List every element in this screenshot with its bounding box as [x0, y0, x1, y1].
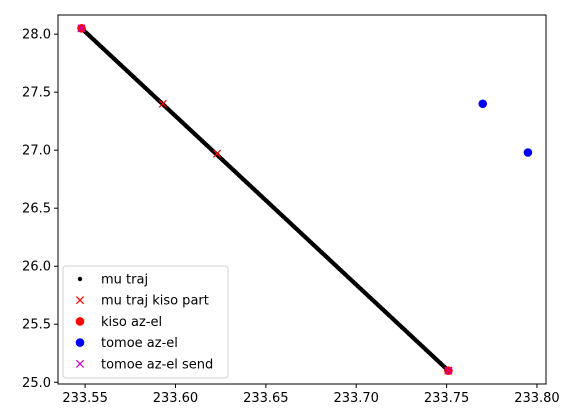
- legend-marker: [75, 359, 85, 368]
- legend-marker-stroke-b: [75, 359, 85, 368]
- y-tick-label: 28.0: [22, 28, 51, 43]
- y-tick-label: 27.5: [22, 86, 51, 101]
- data-point: [478, 99, 488, 109]
- legend-item: mu traj kiso part: [75, 294, 209, 309]
- series-tomoe-az-el-send: [77, 24, 453, 375]
- data-point-stroke-b: [158, 99, 167, 108]
- legend-item: tomoe az-el: [75, 336, 178, 351]
- legend-item: tomoe az-el send: [75, 357, 213, 372]
- legend-box: [62, 265, 229, 379]
- legend-marker: [75, 296, 85, 305]
- legend-label: tomoe az-el: [101, 336, 178, 351]
- legend-item: mu traj: [77, 273, 148, 288]
- series-layer: [77, 24, 533, 375]
- series-mu-traj: [79, 26, 451, 373]
- legend-label: mu traj kiso part: [101, 294, 209, 309]
- y-axis: 25.0 25.5 26.0 26.5 27.0 27.5 28.0: [22, 28, 58, 391]
- legend-marker: [75, 338, 85, 347]
- y-tick-label: 25.0: [22, 376, 51, 391]
- y-tick-label: 25.5: [22, 318, 51, 333]
- series-tomoe-az-el: [478, 99, 533, 157]
- x-tick-label: 233.75: [424, 391, 470, 406]
- legend-marker: [75, 317, 85, 326]
- data-point: [213, 149, 222, 158]
- y-tick-label: 26.5: [22, 202, 51, 217]
- x-tick-label: 233.55: [62, 391, 108, 406]
- data-point: [523, 148, 533, 157]
- x-tick-label: 233.60: [153, 391, 199, 406]
- x-tick-label: 233.80: [514, 391, 560, 406]
- data-point: [444, 366, 453, 375]
- legend-label: kiso az-el: [101, 315, 162, 330]
- legend: mu traj mu traj kiso part kiso az-el tomoe …: [62, 265, 229, 379]
- data-point-stroke-b: [77, 24, 86, 33]
- plot-frame: [57, 14, 547, 385]
- x-tick-label: 233.65: [243, 391, 289, 406]
- data-point: [158, 99, 167, 108]
- legend-label: tomoe az-el send: [101, 357, 213, 372]
- x-tick-label: 233.70: [333, 391, 379, 406]
- y-tick-label: 27.0: [22, 144, 51, 159]
- legend-item: kiso az-el: [75, 315, 162, 330]
- y-tick-label: 26.0: [22, 260, 51, 275]
- legend-label: mu traj: [101, 273, 148, 288]
- x-axis: 233.55 233.60 233.65 233.70 233.75 233.80: [62, 384, 560, 406]
- data-point-stroke-b: [444, 366, 453, 375]
- legend-marker-stroke-b: [75, 296, 85, 305]
- legend-marker: [77, 276, 83, 282]
- data-point: [77, 24, 86, 33]
- data-point-stroke-b: [213, 149, 222, 158]
